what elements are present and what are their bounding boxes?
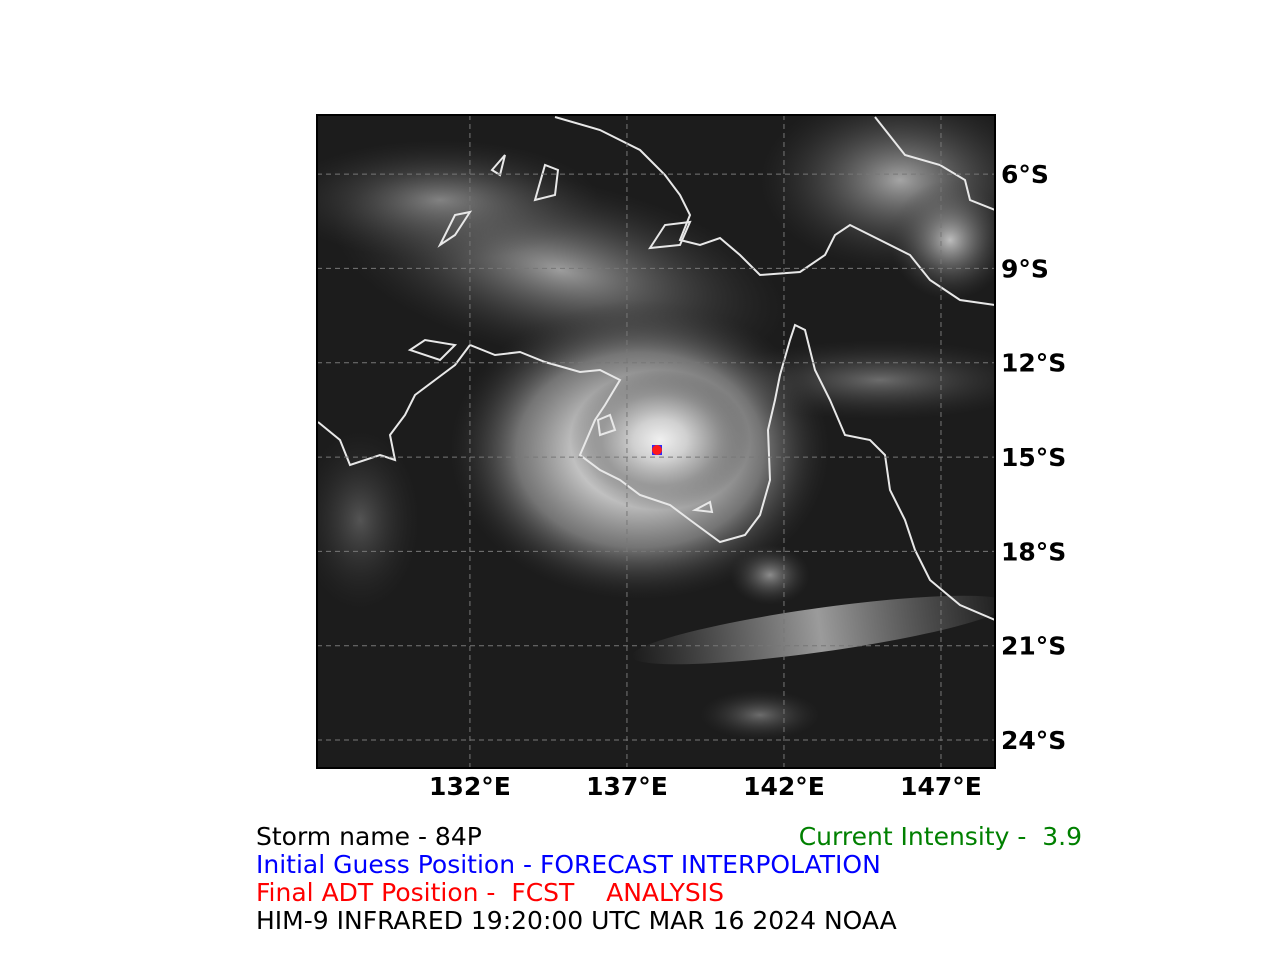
axis-labels: 132°E 137°E 142°E 147°E 6°S 9°S 12°S 15°S 18°S 21… [429,160,1066,801]
x-tick-label: 147°E [900,772,982,801]
grid [317,115,995,768]
x-tick-label: 132°E [429,772,511,801]
current-intensity: Current Intensity - 3.9 [799,822,1082,851]
final-position: Final ADT Position - FCST ANALYSIS [256,878,724,907]
y-tick-label: 18°S [1001,537,1066,566]
initial-guess: Initial Guess Position - FORECAST INTERP… [256,850,881,879]
source: HIM-9 INFRARED 19:20:00 UTC MAR 16 2024 … [256,906,897,935]
y-tick-label: 24°S [1001,726,1066,755]
x-tick-label: 137°E [586,772,668,801]
satellite-image [317,115,995,768]
y-tick-label: 9°S [1001,254,1049,283]
x-tick-label: 142°E [743,772,825,801]
final-position-marker [652,445,662,455]
map-frame [316,114,996,769]
y-tick-label: 6°S [1001,160,1049,189]
y-tick-label: 21°S [1001,632,1066,661]
y-tick-label: 12°S [1001,349,1066,378]
coastline [317,116,995,621]
y-tick-label: 15°S [1001,443,1066,472]
storm-name: Storm name - 84P [256,822,482,851]
